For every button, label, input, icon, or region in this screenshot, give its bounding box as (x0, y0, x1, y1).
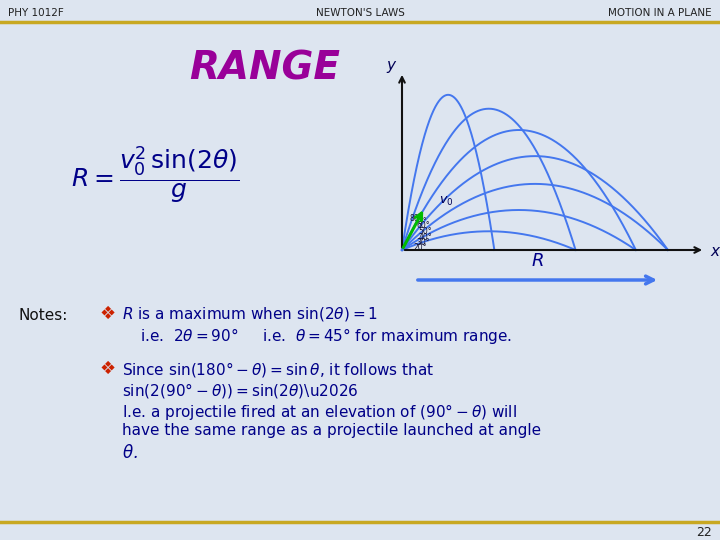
Text: I.e. a projectile fired at an elevation of $(90° - \theta)$ will: I.e. a projectile fired at an elevation … (122, 402, 517, 422)
Text: MOTION IN A PLANE: MOTION IN A PLANE (608, 8, 712, 18)
Text: 60°: 60° (417, 221, 431, 231)
Text: $y$: $y$ (387, 59, 398, 75)
Text: i.e.  $2\theta = 90°$     i.e.  $\theta = 45°$ for maximum range.: i.e. $2\theta = 90°$ i.e. $\theta = 45°$… (140, 326, 512, 346)
Text: 50°: 50° (418, 227, 432, 236)
Text: Notes:: Notes: (18, 308, 68, 323)
Text: 80°: 80° (409, 214, 423, 223)
Text: $R$: $R$ (531, 252, 544, 270)
Text: $v_0$: $v_0$ (438, 194, 453, 208)
Text: ❖: ❖ (100, 360, 116, 378)
Text: $\theta$.: $\theta$. (122, 444, 138, 462)
Text: RANGE: RANGE (189, 49, 341, 87)
Text: 20°: 20° (413, 242, 427, 252)
Text: have the same range as a projectile launched at angle: have the same range as a projectile laun… (122, 423, 541, 438)
Text: $R$ is a maximum when $\sin(2\theta) = 1$: $R$ is a maximum when $\sin(2\theta) = 1… (122, 305, 378, 323)
Text: 40°: 40° (418, 233, 432, 242)
Text: $R = \dfrac{v_0^2\,\sin(2\theta)}{g}$: $R = \dfrac{v_0^2\,\sin(2\theta)}{g}$ (71, 145, 239, 206)
Text: 70°: 70° (413, 217, 427, 226)
Text: Since $\sin(180° - \theta) = \sin\theta$, it follows that: Since $\sin(180° - \theta) = \sin\theta$… (122, 360, 434, 379)
Text: 22: 22 (696, 526, 712, 539)
Text: ❖: ❖ (100, 305, 116, 323)
Text: 30°: 30° (417, 238, 431, 247)
Text: PHY 1012F: PHY 1012F (8, 8, 64, 18)
Text: $x$: $x$ (710, 244, 720, 259)
Text: $\sin(2(90° - \theta)) = \sin(2\theta)$\u2026: $\sin(2(90° - \theta)) = \sin(2\theta)$\… (122, 381, 359, 400)
Text: NEWTON'S LAWS: NEWTON'S LAWS (315, 8, 405, 18)
